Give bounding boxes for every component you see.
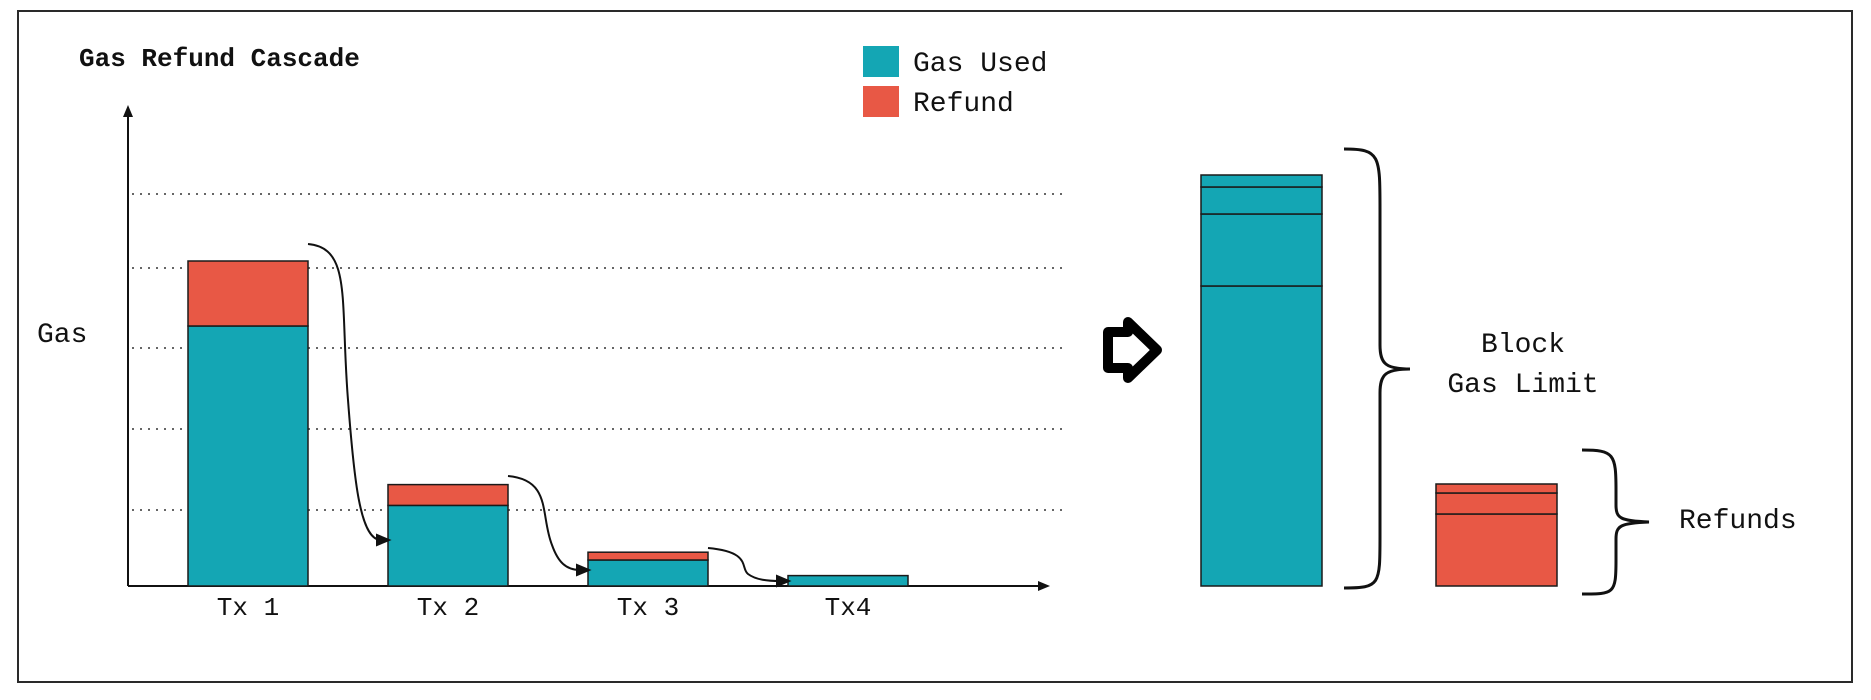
bar-refund: [587, 551, 709, 561]
gridlines: [132, 193, 1062, 511]
x-tick-label: Tx 3: [617, 593, 679, 623]
cascade-arrow-2: [507, 475, 581, 571]
x-tick-label: Tx 1: [217, 593, 279, 623]
y-axis-label: Gas: [37, 320, 87, 351]
block-gas-limit-stack: [1200, 174, 1323, 587]
cascade-arrows: [307, 243, 792, 588]
legend-swatch-refund: [863, 86, 899, 117]
legend-label-gas-used: Gas Used: [913, 49, 1047, 80]
bar-refund: [387, 483, 509, 507]
x-tick-label: Tx4: [825, 593, 872, 623]
bar-gas-used: [587, 559, 709, 587]
refund-segment: [1435, 483, 1558, 494]
x-tick-labels: Tx 1 Tx 2 Tx 3 Tx4: [217, 593, 872, 623]
block-segment: [1200, 174, 1323, 188]
legend-label-refund: Refund: [913, 89, 1014, 120]
bar-gas-used: [787, 574, 909, 587]
x-tick-label: Tx 2: [417, 593, 479, 623]
bar-gas-used: [387, 504, 509, 587]
y-axis-arrowhead: [123, 105, 133, 117]
refund-segment: [1435, 513, 1558, 587]
block-segment: [1200, 285, 1323, 587]
refunds-label: Refunds: [1679, 506, 1797, 537]
x-axis-arrowhead: [1038, 581, 1050, 591]
frame: [17, 10, 1853, 683]
legend-swatch-gas-used: [863, 46, 899, 77]
block-label-line2: Gas Limit: [1447, 370, 1598, 401]
cascade-arrowhead-2: [576, 563, 592, 577]
bar-refund: [187, 260, 309, 327]
refunds-stack: [1435, 483, 1558, 587]
bar-group: [187, 260, 909, 587]
refund-segment: [1435, 492, 1558, 515]
block-segment: [1200, 213, 1323, 287]
legend: Gas Used Refund: [863, 46, 1047, 120]
block-label-line1: Block: [1481, 330, 1565, 361]
right-arrow-icon: [1103, 317, 1162, 383]
cascade-arrowhead-1: [376, 533, 392, 547]
cascade-arrow-3: [707, 547, 781, 582]
cascade-arrowhead-3: [776, 574, 792, 588]
refunds-brace: [1581, 448, 1650, 596]
block-segment: [1200, 186, 1323, 215]
block-brace: [1343, 147, 1411, 590]
bar-gas-used: [187, 325, 309, 587]
cascade-arrow-1: [307, 243, 381, 541]
chart-title: Gas Refund Cascade: [79, 44, 360, 74]
